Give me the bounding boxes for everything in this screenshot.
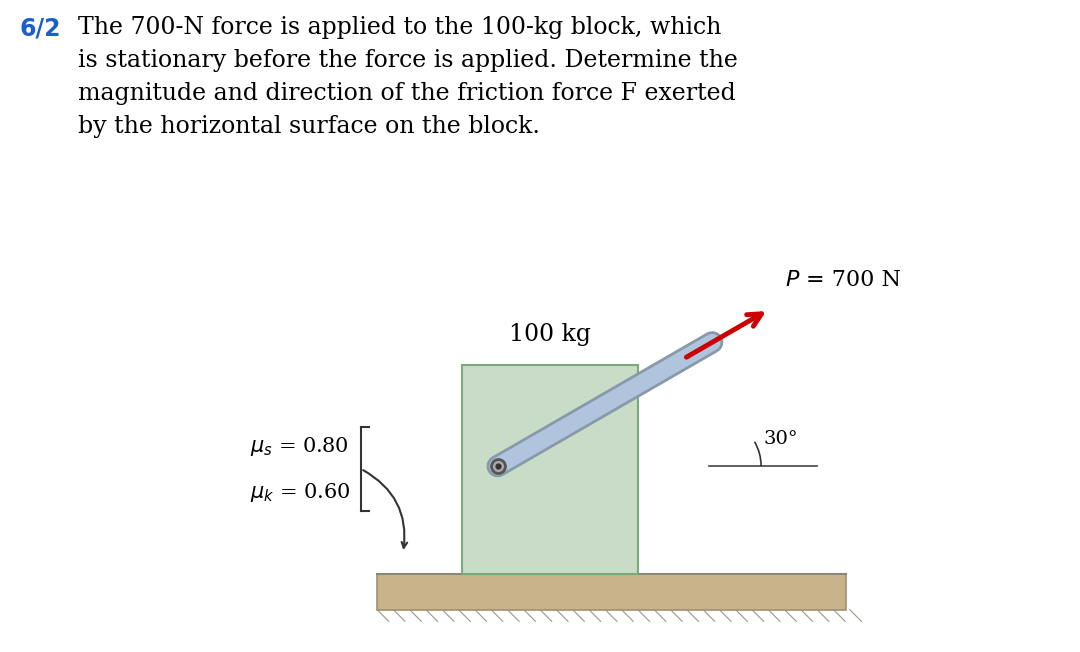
Text: $\mu_s$ = 0.80: $\mu_s$ = 0.80 [249, 435, 349, 458]
Text: 30°: 30° [764, 430, 798, 448]
Text: 100 kg: 100 kg [509, 323, 591, 346]
Text: = 700 N: = 700 N [807, 269, 902, 291]
Text: $\mu_k$ = 0.60: $\mu_k$ = 0.60 [249, 481, 350, 504]
Text: The 700-N force is applied to the 100-kg block, which
is stationary before the f: The 700-N force is applied to the 100-kg… [78, 16, 738, 138]
Bar [377, 574, 847, 610]
Bar [462, 365, 638, 574]
Text: 6/2: 6/2 [19, 16, 60, 40]
Text: $P$: $P$ [785, 269, 800, 291]
